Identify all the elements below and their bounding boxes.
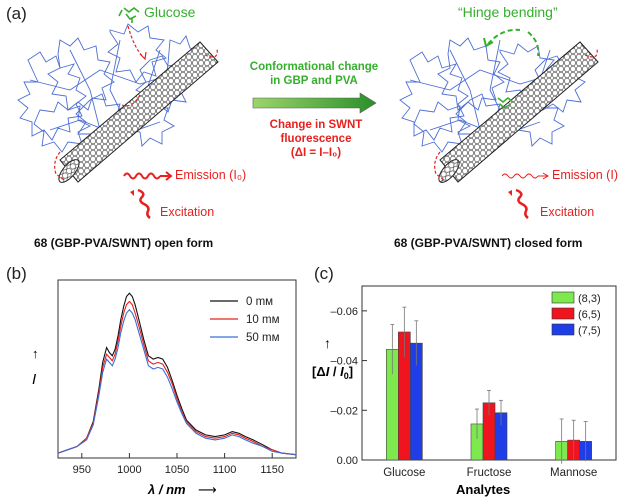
bar-legend-label: (6,5) xyxy=(578,309,601,321)
conformational-change-text: Conformational change in GBP and PVA xyxy=(244,60,384,88)
spectrum-x-label: λ / nm xyxy=(147,482,186,497)
bar-x-label: Analytes xyxy=(456,482,510,497)
panel-a-label: (a) xyxy=(6,4,27,23)
bar-category-label: Glucose xyxy=(383,467,425,479)
conformational-change-arrow xyxy=(252,92,377,114)
spectrum-x-tick-label: 1000 xyxy=(117,464,141,476)
bar-y-tick-label: 0.00 xyxy=(337,455,358,467)
emission-spectrum-chart: 950 1000 1050 1100 1150 0 mᴍ 10 mᴍ 50 mᴍ ↑ I λ… xyxy=(32,279,297,497)
right-emission-wave xyxy=(501,172,549,180)
bound-glucose-icon xyxy=(497,96,514,110)
glucose-label: Glucose xyxy=(144,4,196,20)
right-emission-label: Emission (I) xyxy=(552,168,618,182)
left-emission-wave xyxy=(123,171,173,181)
bar-legend-swatch xyxy=(551,323,575,336)
bar-y-tick-label: –0.04 xyxy=(330,356,358,368)
bar-y-arrow: ↑ xyxy=(324,335,331,351)
hinge-bending-label: “Hinge bending” xyxy=(458,4,558,20)
bar-legend-swatch xyxy=(551,307,575,320)
spectrum-y-label: I xyxy=(32,371,36,388)
bar-category-label: Fructose xyxy=(467,467,512,479)
spectrum-x-tick-label: 950 xyxy=(73,464,91,476)
bar-y-tick-label: –0.06 xyxy=(330,306,358,318)
spectrum-series-line-1 xyxy=(57,300,297,456)
left-excitation-wave xyxy=(130,188,151,219)
fluorescence-change-line1: Change in SWNT fluorescence xyxy=(269,119,363,145)
right-excitation-wave xyxy=(508,188,529,219)
glucose-molecule-icon xyxy=(118,6,140,23)
fluorescence-change-text: Change in SWNT fluorescence (ΔI = I–I₀) xyxy=(236,118,396,160)
bar-legend-label: (8,3) xyxy=(578,293,601,305)
conformational-change-line1: Conformational change xyxy=(249,61,379,73)
bar-legend-swatch xyxy=(551,291,575,304)
closed-form-caption: 68 (GBP-PVA/SWNT) closed form xyxy=(394,236,583,250)
spectrum-x-tick-label: 1050 xyxy=(165,464,189,476)
spectrum-x-arrow: ⟶ xyxy=(198,482,217,497)
right-nanotube xyxy=(438,41,599,183)
left-excitation-label: Excitation xyxy=(160,205,215,219)
bar-y-label: [ΔI / I0] xyxy=(312,364,353,381)
spectrum-series-line-0 xyxy=(57,292,297,456)
spectrum-x-tick-label: 1150 xyxy=(260,464,284,476)
panel-c-label: (c) xyxy=(314,264,334,283)
hinge-bending-arrows xyxy=(483,28,540,57)
right-excitation-label: Excitation xyxy=(540,205,595,219)
panel-a-illustration xyxy=(17,6,599,219)
bar-y-tick-label: –0.02 xyxy=(330,405,358,417)
spectrum-legend-label: 10 mᴍ xyxy=(246,314,280,326)
bar-legend-label: (7,5) xyxy=(578,325,601,337)
bar-category-label: Mannose xyxy=(550,467,597,479)
conformational-change-line2: in GBP and PVA xyxy=(270,75,358,87)
spectrum-legend-label: 0 mᴍ xyxy=(246,296,273,308)
spectrum-y-arrow: ↑ xyxy=(32,346,39,361)
spectrum-x-tick-label: 1100 xyxy=(213,464,237,476)
spectrum-legend-label: 50 mᴍ xyxy=(246,332,280,344)
fluorescence-change-line2: (ΔI = I–I₀) xyxy=(290,147,342,159)
analyte-response-chart: 0.00 –0.02 –0.04 –0.06 Glucose Fructose Manno… xyxy=(312,285,617,497)
left-emission-label: Emission (I₀) xyxy=(175,168,247,182)
spectrum-series-line-2 xyxy=(57,308,297,456)
panel-b-label: (b) xyxy=(6,264,27,283)
left-nanotube xyxy=(58,41,219,183)
open-form-caption: 68 (GBP-PVA/SWNT) open form xyxy=(34,236,214,250)
